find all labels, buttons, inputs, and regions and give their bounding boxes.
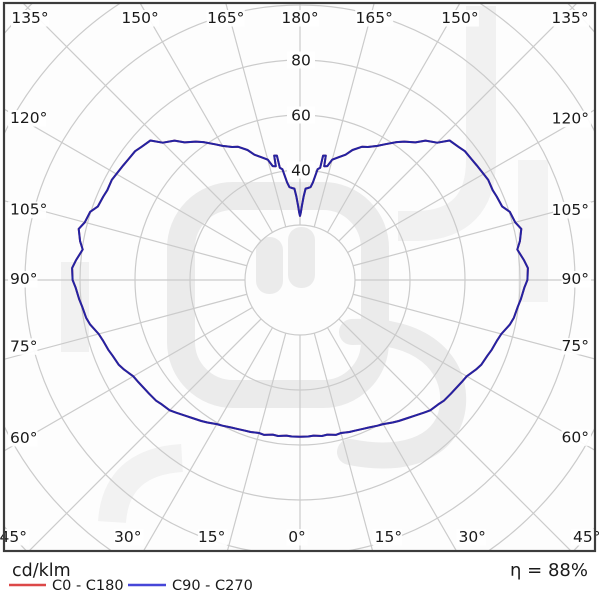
grid-spoke-300 bbox=[4, 306, 253, 452]
angle-label-bg bbox=[440, 10, 479, 27]
angle-label-bg bbox=[571, 529, 600, 546]
angle-label-bg bbox=[561, 429, 591, 446]
angle-label-bg bbox=[8, 271, 38, 288]
angle-label-bg bbox=[286, 529, 308, 546]
grid-spoke-165 bbox=[313, 3, 375, 228]
radial-tick-label-80: 80 bbox=[291, 52, 311, 70]
legend-item-c90-c270: C90 - C270 bbox=[128, 578, 253, 594]
watermark-large-fragment-bottom-left bbox=[98, 444, 184, 524]
legend-label-c0-c180: C0 - C180 bbox=[52, 578, 124, 594]
angle-label-0°-right: 0° bbox=[288, 528, 306, 546]
angle-label-bg bbox=[8, 429, 38, 447]
angle-label-180°-right: 180° bbox=[281, 9, 318, 27]
angle-label-90°-right: 90° bbox=[562, 270, 589, 288]
angle-label-bg bbox=[553, 201, 591, 219]
grid-spoke-30 bbox=[326, 327, 458, 551]
angle-label-bg bbox=[553, 110, 591, 128]
angle-label-bg bbox=[11, 10, 49, 27]
angle-label-bg bbox=[8, 338, 38, 355]
legend-item-c0-c180: C0 - C180 bbox=[9, 578, 124, 594]
angle-label-120°-left: 120° bbox=[10, 109, 47, 127]
angle-label-60°-right: 60° bbox=[562, 428, 589, 446]
radial-axis-labels: 40 60 80 bbox=[287, 51, 315, 180]
watermark-tail-swirl bbox=[337, 318, 467, 469]
grid-spoke-15 bbox=[313, 332, 374, 551]
angle-label-bg bbox=[0, 529, 30, 546]
angle-label-165°-right: 165° bbox=[356, 9, 393, 27]
angle-label-75°-right: 75° bbox=[562, 337, 589, 355]
angle-label-bg bbox=[114, 529, 144, 546]
unit-label: cd/klm bbox=[12, 561, 71, 581]
angle-label-bg bbox=[8, 201, 46, 219]
grid-spoke-195 bbox=[225, 3, 287, 228]
angle-label-bg bbox=[456, 529, 486, 546]
angle-label-bg bbox=[561, 271, 591, 288]
grid-spoke-315 bbox=[28, 318, 262, 551]
angle-label-75°-left: 75° bbox=[10, 337, 37, 355]
angle-label-105°-right: 105° bbox=[552, 201, 589, 219]
angle-label-135°-right: 135° bbox=[551, 9, 588, 27]
angle-label-165°-left: 165° bbox=[207, 9, 244, 27]
angle-label-bg bbox=[281, 10, 319, 27]
angle-label-150°-left: 150° bbox=[121, 9, 158, 27]
angle-label-60°-left: 60° bbox=[10, 429, 37, 447]
curve-c90-c270 bbox=[71, 139, 529, 438]
grid-spoke-150 bbox=[326, 3, 461, 233]
grid-spoke-210 bbox=[139, 3, 274, 233]
grid-spoke-120 bbox=[347, 108, 595, 254]
angle-label-bg bbox=[121, 10, 160, 27]
angle-label-15°-right: 15° bbox=[375, 528, 402, 546]
angle-label-45°-right: 45° bbox=[573, 528, 600, 546]
angle-label-bg bbox=[551, 10, 589, 27]
plot-border bbox=[2, 1, 597, 553]
angle-label-120°-right: 120° bbox=[552, 110, 589, 128]
footer: cd/klm C0 - C180 C90 - C270 η = 88% bbox=[9, 560, 588, 594]
angle-label-135°-left: 135° bbox=[11, 9, 48, 27]
watermark-logo bbox=[61, 6, 548, 524]
angle-label-90°-left: 90° bbox=[10, 270, 37, 288]
radial-label-bg bbox=[287, 106, 315, 124]
angle-label-bg bbox=[8, 110, 46, 127]
grid-spoke-240 bbox=[4, 108, 253, 254]
angle-label-bg bbox=[561, 338, 591, 355]
angle-label-bg bbox=[197, 529, 228, 546]
angle-label-150°-right: 150° bbox=[441, 9, 478, 27]
angle-label-30°-left: 30° bbox=[114, 528, 141, 546]
angle-label-45°-left: 45° bbox=[0, 528, 27, 546]
angle-axis-labels: 0° 15° 15° 30° 30° 45° 45° 60° 60° 75° 75° 90° 90° 10… bbox=[0, 9, 600, 546]
grid-spoke-135 bbox=[338, 3, 578, 242]
radial-label-bg bbox=[287, 161, 315, 179]
radial-label-bg bbox=[287, 51, 315, 69]
watermark-bar-left bbox=[256, 237, 283, 294]
grid-spoke-345 bbox=[226, 332, 287, 551]
angle-label-30°-right: 30° bbox=[458, 528, 485, 546]
grid-spoke-45 bbox=[338, 318, 572, 551]
angle-label-bg bbox=[355, 10, 394, 27]
angle-label-15°-left: 15° bbox=[198, 528, 225, 546]
watermark-bar-right bbox=[288, 227, 315, 288]
intensity-curves bbox=[71, 139, 529, 438]
angle-label-bg bbox=[206, 10, 245, 27]
grid-spoke-225 bbox=[22, 3, 262, 242]
angle-label-bg bbox=[372, 529, 403, 546]
legend-label-c90-c270: C90 - C270 bbox=[172, 578, 253, 594]
angle-label-105°-left: 105° bbox=[10, 201, 47, 219]
grid-spoke-330 bbox=[142, 327, 274, 551]
radial-tick-label-60: 60 bbox=[291, 107, 311, 125]
grid-spoke-60 bbox=[347, 306, 595, 452]
watermark-large-fragment-top-right bbox=[398, 6, 496, 241]
radial-tick-label-40: 40 bbox=[291, 162, 311, 180]
efficiency-label: η = 88% bbox=[510, 560, 588, 581]
